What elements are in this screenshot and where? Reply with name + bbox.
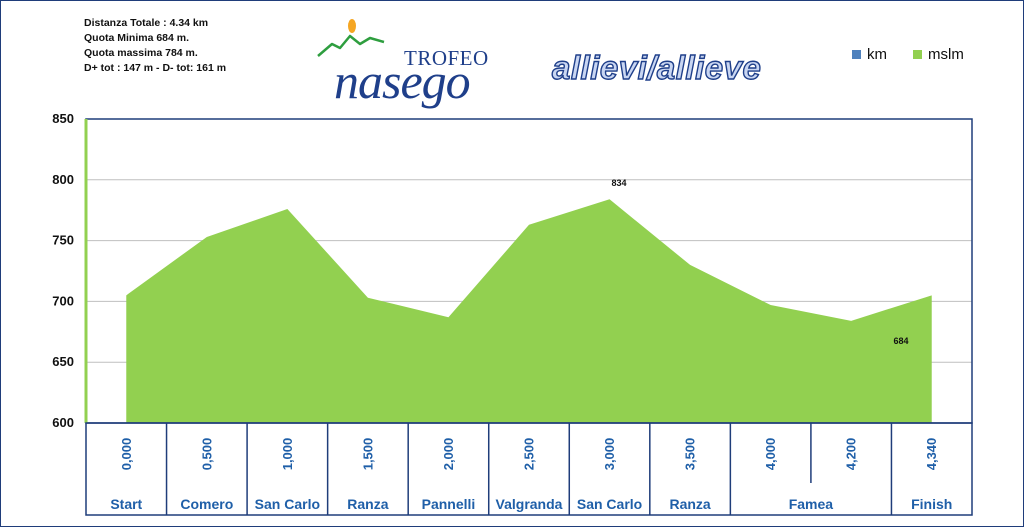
y-tick-label: 600 — [52, 415, 74, 430]
x-place-label: Ranza — [347, 496, 388, 512]
x-place-label: Finish — [911, 496, 952, 512]
legend-label-km: km — [867, 46, 887, 63]
data-label-max: 834 — [611, 178, 626, 188]
x-tick-label-km: 1,000 — [280, 438, 295, 471]
legend-swatch-km — [852, 50, 861, 59]
logo-trofeo-text: TROFEO — [404, 46, 489, 70]
stat-max-altitude: Quota massima 784 m. — [84, 47, 198, 59]
x-tick-label-km: 4,340 — [924, 438, 939, 471]
elevation-area — [126, 199, 932, 423]
legend-item-km: km — [852, 46, 887, 63]
x-tick-label-km: 0,000 — [119, 438, 134, 471]
x-place-label: Start — [110, 496, 142, 512]
x-place-label: San Carlo — [577, 496, 642, 512]
x-place-label: Ranza — [669, 496, 710, 512]
legend-item-mslm: mslm — [913, 46, 964, 63]
y-tick-label: 650 — [52, 354, 74, 369]
x-tick-label-km: 1,500 — [360, 438, 375, 471]
y-tick-label: 850 — [52, 111, 74, 126]
x-tick-label-km: 4,000 — [763, 438, 778, 471]
x-tick-label-km: 3,000 — [602, 438, 617, 471]
x-place-label: Valgranda — [496, 496, 563, 512]
stat-distance: Distanza Totale : 4.34 km — [84, 17, 209, 29]
x-place-label: San Carlo — [255, 496, 320, 512]
x-place-label: Pannelli — [422, 496, 476, 512]
y-tick-label: 800 — [52, 172, 74, 187]
legend-swatch-mslm — [913, 50, 922, 59]
x-place-label: Comero — [180, 496, 233, 512]
chart-legend: km mslm — [852, 46, 964, 63]
x-tick-label-km: 4,200 — [844, 438, 859, 471]
route-stats: Distanza Totale : 4.34 km Quota Minima 6… — [84, 16, 226, 76]
x-tick-label-km: 2,500 — [522, 438, 537, 471]
stat-elevation-gain: D+ tot : 147 m - D- tot: 161 m — [84, 62, 227, 74]
x-place-label: Famea — [789, 496, 834, 512]
y-tick-label: 750 — [52, 233, 74, 248]
y-tick-label: 700 — [52, 293, 74, 308]
data-label-min: 684 — [893, 336, 908, 346]
legend-label-mslm: mslm — [928, 46, 964, 63]
x-tick-label-km: 3,500 — [683, 438, 698, 471]
trofeo-nasego-logo: TROFEO nasego — [312, 14, 502, 109]
x-tick-label-km: 2,000 — [441, 438, 456, 471]
stat-min-altitude: Quota Minima 684 m. — [84, 32, 190, 44]
logo-mountain-icon — [317, 19, 385, 57]
x-tick-label-km: 0,500 — [199, 438, 214, 471]
x-axis-table — [85, 422, 973, 516]
logo-name-text: nasego — [334, 53, 471, 109]
category-title: allievi/allieve — [551, 48, 762, 86]
